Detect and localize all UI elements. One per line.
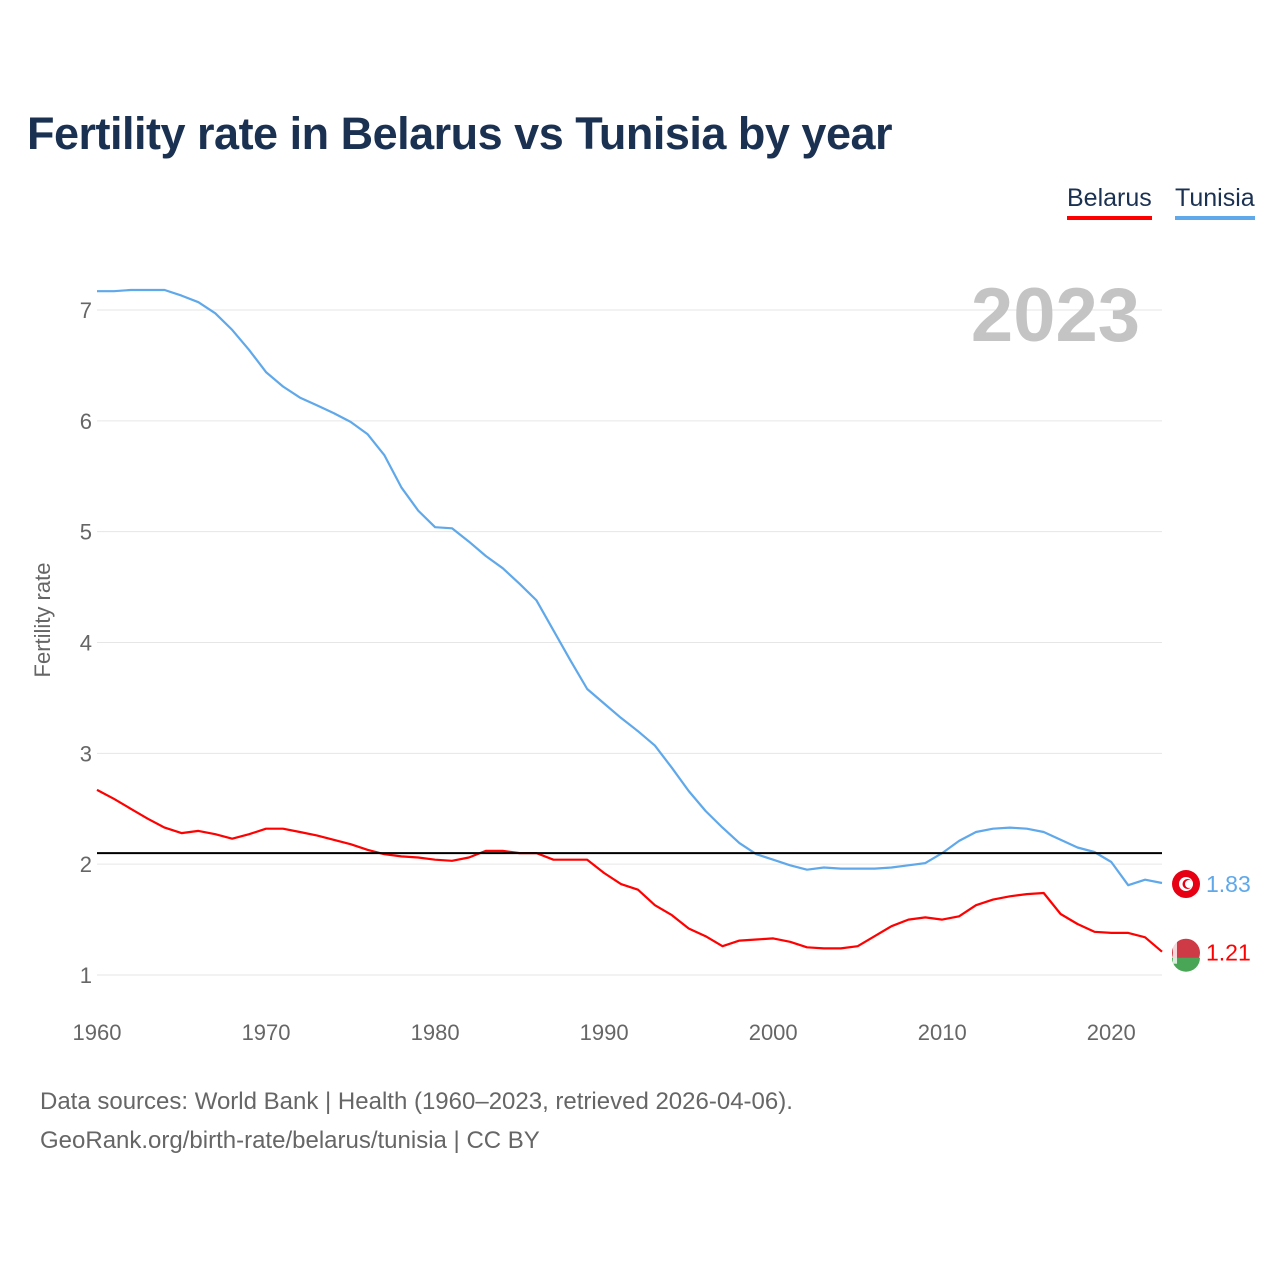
belarus-flag-green xyxy=(1172,957,1200,972)
x-tick-label: 2000 xyxy=(749,1020,798,1045)
x-tick-label: 1960 xyxy=(73,1020,122,1045)
y-tick-label: 4 xyxy=(80,631,92,656)
source-note: Data sources: World Bank | Health (1960–… xyxy=(40,1088,793,1115)
series-line-tunisia xyxy=(97,288,1163,887)
tunisia-flag-crescent-cut xyxy=(1185,880,1193,889)
y-tick-label: 6 xyxy=(80,409,92,434)
series-line-belarus xyxy=(96,788,1163,953)
belarus-flag-ornament xyxy=(1173,941,1177,964)
x-tick-label: 2020 xyxy=(1087,1020,1136,1045)
chart-title: Fertility rate in Belarus vs Tunisia by … xyxy=(27,108,893,159)
year-label: 2023 xyxy=(971,273,1140,358)
legend-belarus[interactable]: Belarus xyxy=(1067,184,1152,220)
y-tick-label: 7 xyxy=(80,298,92,323)
y-tick-label: 2 xyxy=(80,852,92,877)
y-tick-label: 1 xyxy=(80,963,92,988)
x-tick-label: 1990 xyxy=(580,1020,629,1045)
x-tick-label: 2010 xyxy=(918,1020,967,1045)
end-value-label-belarus: 1.21 xyxy=(1206,940,1251,966)
legend-tunisia[interactable]: Tunisia xyxy=(1175,184,1255,220)
x-tick-label: 1980 xyxy=(411,1020,460,1045)
y-tick-label: 3 xyxy=(80,741,92,766)
y-axis-label: Fertility rate xyxy=(30,563,55,678)
source-link[interactable]: GeoRank.org/birth-rate/belarus/tunisia |… xyxy=(40,1127,540,1154)
end-value-label-tunisia: 1.83 xyxy=(1206,871,1251,897)
x-tick-label: 1970 xyxy=(242,1020,291,1045)
y-tick-label: 5 xyxy=(80,520,92,545)
